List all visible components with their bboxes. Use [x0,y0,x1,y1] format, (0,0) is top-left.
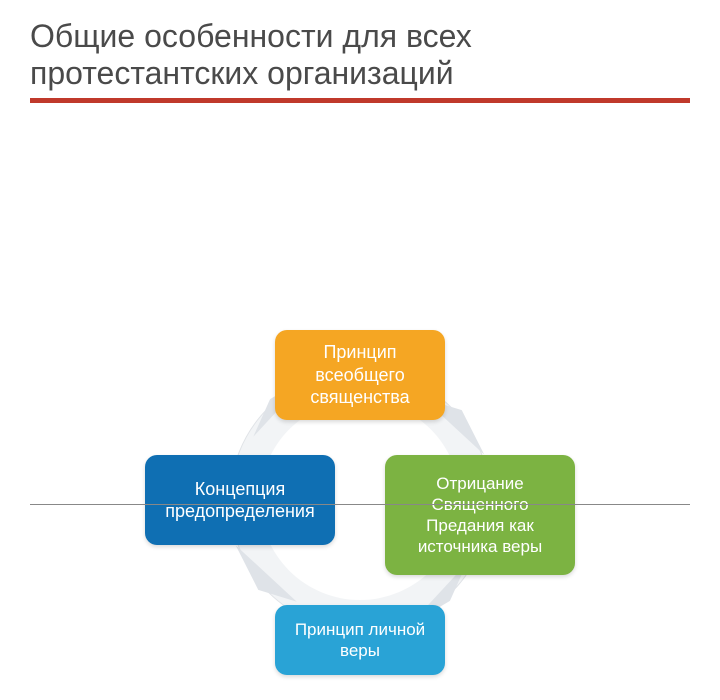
cycle-node-3: Концепция предопределения [145,455,335,545]
cycle-node-1: Отрицание Священного Предания как источн… [385,455,575,575]
bottom-rule [30,504,690,505]
cycle-node-2: Принцип личной веры [275,605,445,675]
cycle-node-label: Отрицание Священного Предания как источн… [399,473,561,558]
title-underline [30,98,690,103]
cycle-node-label: Концепция предопределения [159,478,321,523]
cycle-node-label: Принцип личной веры [289,619,431,662]
cycle-diagram: Принцип всеобщего священства Отрицание С… [160,300,560,700]
cycle-node-label: Принцип всеобщего священства [289,341,431,409]
page-title: Общие особенности для всех протестантски… [0,0,720,98]
cycle-node-0: Принцип всеобщего священства [275,330,445,420]
